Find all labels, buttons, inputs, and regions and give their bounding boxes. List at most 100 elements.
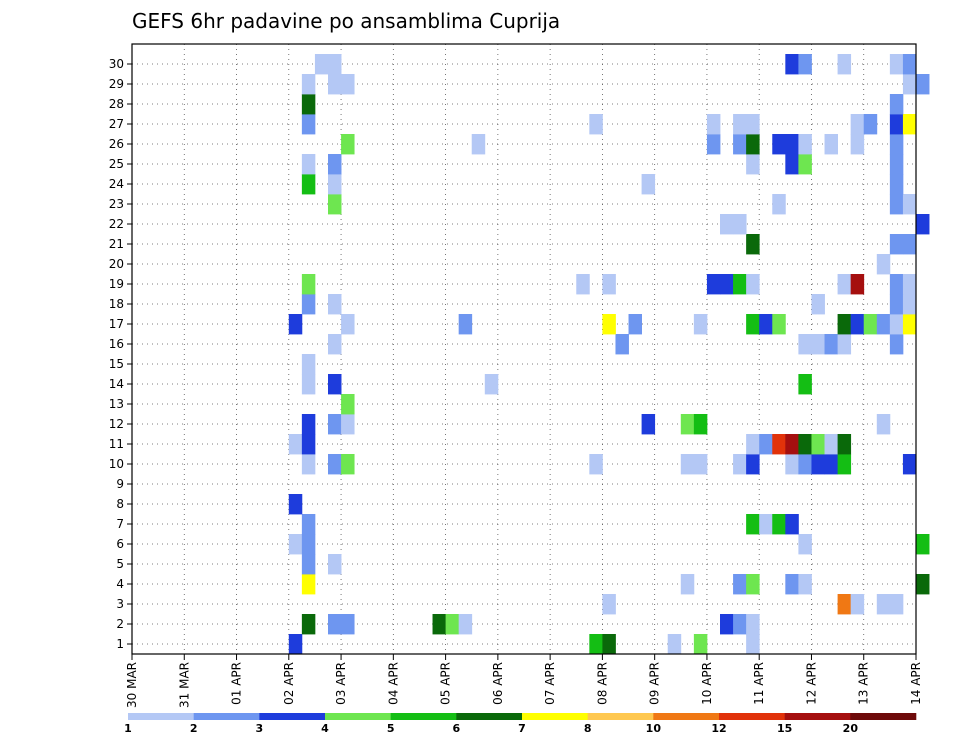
x-tick-label: 11 APR — [752, 662, 766, 705]
x-tick-label: 07 APR — [543, 662, 557, 705]
y-tick-label: 7 — [116, 517, 124, 531]
y-tick-label: 24 — [109, 177, 124, 191]
heatmap-cell — [837, 54, 852, 75]
y-tick-label: 28 — [109, 97, 124, 111]
heatmap-cell — [785, 574, 799, 595]
heatmap-cell — [902, 54, 917, 75]
heatmap-cell — [341, 394, 355, 415]
y-tick-label: 9 — [116, 477, 124, 491]
heatmap-cell — [341, 614, 355, 635]
heatmap-cell — [837, 274, 852, 295]
heatmap-cell — [850, 114, 865, 135]
heatmap-cell — [301, 414, 316, 435]
colorbar-label: 2 — [190, 722, 198, 735]
heatmap-cell — [798, 374, 812, 395]
grid-lines — [132, 44, 916, 654]
y-tick-label: 12 — [109, 417, 124, 431]
colorbar-segment — [325, 713, 391, 720]
heatmap-cell — [458, 314, 473, 335]
heatmap-cell — [733, 114, 747, 135]
y-tick-label: 18 — [109, 297, 124, 311]
heatmap-cell — [889, 94, 904, 115]
y-tick-label: 5 — [116, 557, 124, 571]
heatmap-cell — [837, 454, 852, 475]
y-tick-label: 22 — [109, 217, 124, 231]
heatmap-cell — [301, 534, 316, 555]
heatmap-cell — [798, 454, 812, 475]
heatmap-cell — [876, 594, 891, 615]
y-tick-label: 29 — [109, 77, 124, 91]
colorbar-segment — [784, 713, 851, 720]
y-tick-label: 26 — [109, 137, 124, 151]
y-tick-label: 27 — [109, 117, 124, 131]
colorbar-segment — [719, 713, 785, 720]
colorbar-label: 8 — [584, 722, 592, 735]
heatmap-cell — [341, 414, 355, 435]
colorbar-segment — [522, 713, 588, 720]
heatmap-cell — [746, 634, 760, 655]
heatmap-cell — [680, 454, 695, 475]
heatmap-cell — [328, 554, 342, 575]
colorbar-label: 7 — [518, 722, 526, 735]
heatmap-cell — [680, 574, 695, 595]
heatmap-cell — [602, 634, 616, 655]
colorbar-segment — [653, 713, 720, 720]
heatmap-cell — [837, 334, 852, 355]
colorbar-segment — [587, 713, 654, 720]
y-tick-label: 13 — [109, 397, 124, 411]
heatmap-cell — [471, 134, 486, 155]
y-tick-label: 20 — [109, 257, 124, 271]
y-tick-label: 21 — [109, 237, 124, 251]
colorbar-label: 5 — [387, 722, 395, 735]
heatmap-cell — [288, 434, 303, 455]
heatmap-cell — [772, 514, 786, 535]
heatmap-cell — [916, 74, 930, 95]
heatmap-cell — [328, 174, 342, 195]
heatmap-cell — [889, 334, 904, 355]
heatmap-cell — [746, 134, 760, 155]
heatmap-cell — [602, 594, 616, 615]
x-tick-label: 14 APR — [909, 662, 923, 705]
heatmap-cell — [746, 274, 760, 295]
colorbar-label: 6 — [453, 722, 461, 735]
heatmap-cell — [798, 54, 812, 75]
heatmap-cell — [889, 134, 904, 155]
y-tick-label: 25 — [109, 157, 124, 171]
heatmap-cell — [288, 494, 303, 515]
y-tick-label: 8 — [116, 497, 124, 511]
heatmap-cell — [850, 274, 865, 295]
heatmap-cell — [693, 454, 708, 475]
heatmap-cell — [589, 634, 603, 655]
colorbar-label: 10 — [646, 722, 662, 735]
heatmap-cell — [746, 454, 760, 475]
x-tick-label: 30 MAR — [125, 662, 139, 708]
heatmap-cell — [733, 454, 747, 475]
heatmap-cell — [863, 314, 878, 335]
heatmap-cell — [772, 134, 786, 155]
heatmap-cell — [328, 54, 342, 75]
heatmap-cell — [850, 594, 865, 615]
heatmap-cell — [301, 174, 316, 195]
x-tick-label: 10 APR — [700, 662, 714, 705]
heatmap-cell — [693, 634, 708, 655]
heatmap-cell — [889, 314, 904, 335]
y-tick-label: 30 — [109, 57, 124, 71]
colorbar-label: 12 — [711, 722, 726, 735]
heatmap-cell — [720, 274, 734, 295]
heatmap-cell — [341, 134, 355, 155]
heatmap-cell — [889, 594, 904, 615]
heatmap-cells — [288, 54, 930, 655]
heatmap-cell — [733, 214, 747, 235]
heatmap-cell — [615, 334, 629, 355]
heatmap-cell — [876, 314, 891, 335]
heatmap-cell — [798, 574, 812, 595]
heatmap-cell — [889, 54, 904, 75]
colorbar-label: 1 — [124, 722, 132, 735]
heatmap-cell — [301, 614, 316, 635]
heatmap-cell — [772, 194, 786, 215]
heatmap-cell — [850, 314, 865, 335]
heatmap-cell — [328, 454, 342, 475]
heatmap-cell — [889, 114, 904, 135]
y-tick-label: 6 — [116, 537, 124, 551]
